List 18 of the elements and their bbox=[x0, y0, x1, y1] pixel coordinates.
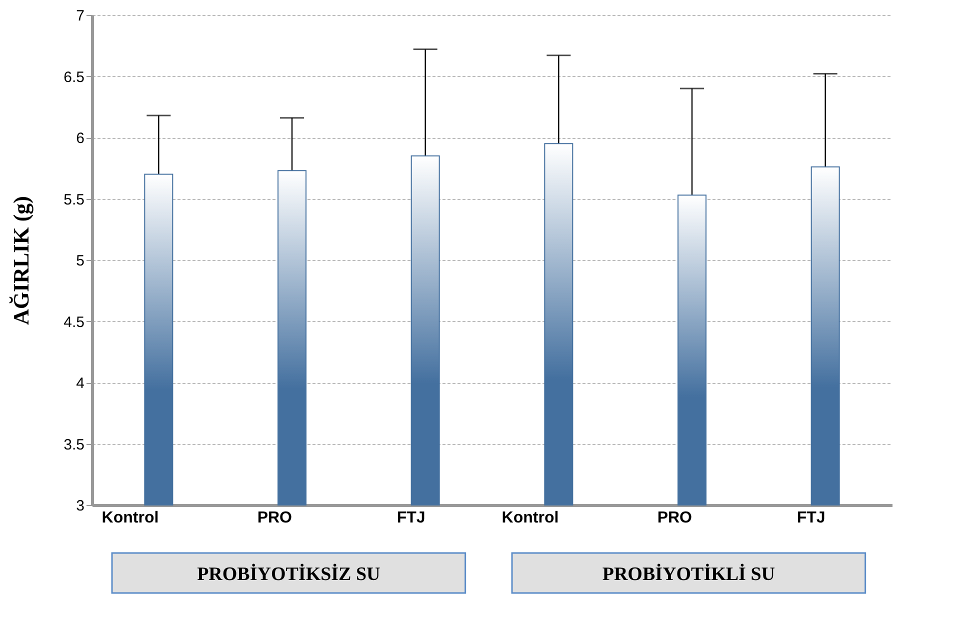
y-tick-label: 4.5 bbox=[64, 314, 84, 331]
text: PROBİYOTİKSİZ SU bbox=[197, 563, 381, 585]
x-tick-label: Kontrol bbox=[502, 510, 559, 526]
y-tick-label: 3.5 bbox=[64, 436, 84, 454]
y-tick-label: 6.5 bbox=[64, 68, 84, 86]
y-tick-label: 6 bbox=[76, 130, 84, 147]
y-tick-label: 3 bbox=[76, 498, 84, 514]
x-tick-label: PRO bbox=[657, 510, 692, 526]
y-tick-label: 4 bbox=[76, 375, 84, 392]
x-tick-label: PRO bbox=[257, 510, 292, 526]
text: PROBİYOTİKLİ SU bbox=[602, 563, 776, 585]
y-axis-title: AĞIRLIK (g) bbox=[8, 196, 34, 325]
y-tick-label: 5 bbox=[76, 252, 84, 270]
x-tick-label: Kontrol bbox=[102, 510, 159, 526]
x-tick-label: FTJ bbox=[396, 510, 426, 526]
x-tick-label: FTJ bbox=[796, 510, 826, 526]
y-tick-label: 5.5 bbox=[64, 191, 84, 208]
y-tick-label: 7 bbox=[76, 8, 84, 24]
